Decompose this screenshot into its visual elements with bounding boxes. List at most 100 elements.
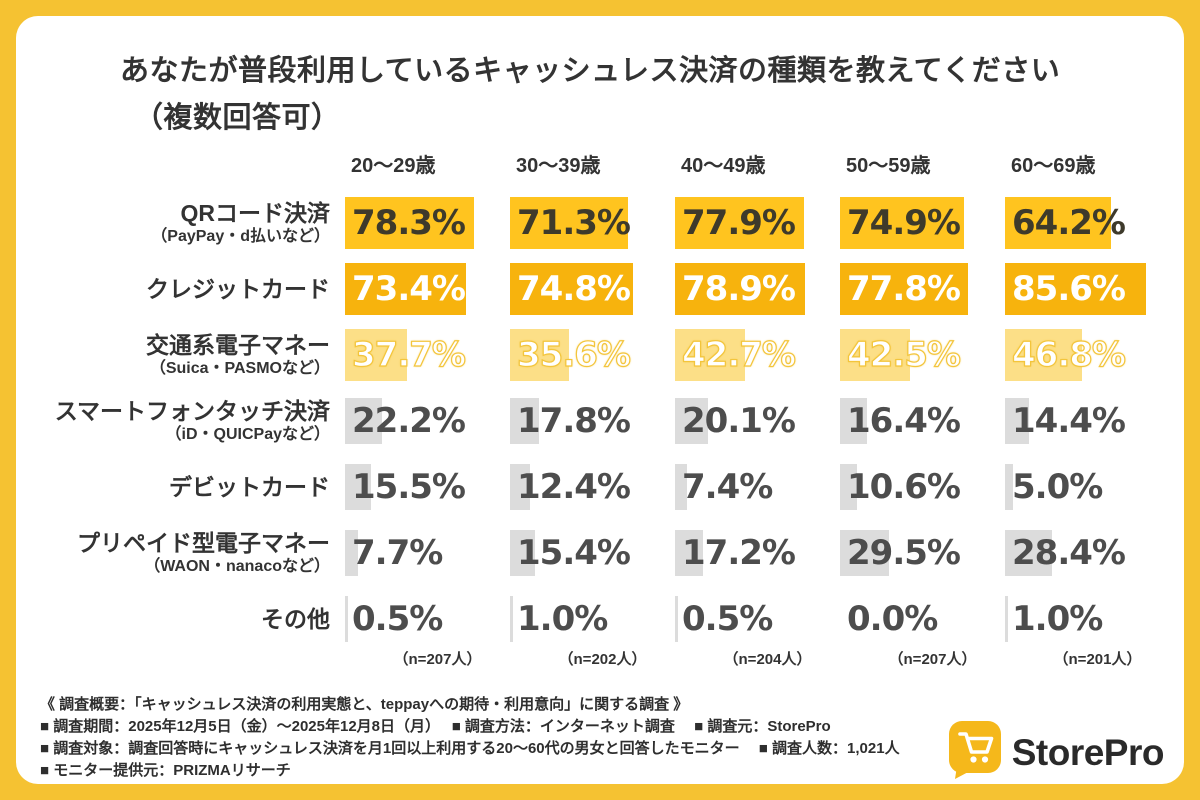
logo-text: StorePro [1011,731,1165,773]
bar-cell: 35.6% [510,329,675,381]
bar [675,197,804,249]
bar-cell: 28.4% [1005,527,1170,579]
bar-cell: 17.2% [675,527,840,579]
bar-value: 29.5% [847,533,961,573]
bar-value: 37.7% [351,334,466,375]
bar-value: 0.0% [847,599,938,639]
bar [1005,197,1111,249]
bar [675,263,806,315]
survey-notes: 《 調査概要：「キャッシュレス決済の利用実態と、teppayへの期待・利用意向」… [40,694,970,782]
bar-cell: 7.4% [675,461,840,513]
row-label-main: クレジットカード [146,275,330,302]
row-label-sub: （PayPay・d払いなど） [151,227,330,245]
bar-cell: 5.0% [1005,461,1170,513]
bar [840,464,858,510]
bar-cell: 74.8% [510,263,675,315]
row-label-main: QRコード決済 [180,199,331,226]
bar-value: 73.4% [352,269,466,309]
bar-cell: 0.5% [675,593,840,645]
bar-cell: 7.7% [345,527,510,579]
bar [345,329,408,381]
bar-cell: 16.4% [840,395,1005,447]
row-label-main: プリペイド型電子マネー [77,529,330,556]
bar [1005,398,1029,444]
bar-cell: 42.7% [675,329,840,381]
chart-grid: 20〜29歳 30〜39歳 40〜49歳 50〜59歳 60〜69歳 QRコード決済 （Pa… [16,16,1184,784]
bar [840,197,964,249]
bar-value: 17.2% [682,533,796,573]
bar [1005,530,1052,576]
bar-cell: 15.4% [510,527,675,579]
bar-value: 15.4% [517,533,631,573]
bar [345,464,371,510]
bar [840,329,911,381]
row-label-main: 交通系電子マネー [146,331,330,358]
bar-value: 42.5% [846,334,961,375]
bar [510,329,569,381]
chart-card: あなたが普段利用しているキャッシュレス決済の種類を教えてください （複数回答可）… [16,16,1184,784]
bar-cell: 29.5% [840,527,1005,579]
bar-value: 85.6% [1012,269,1126,309]
bar-value: 0.5% [682,599,773,639]
sample-size-label: （n=207人） [393,651,482,668]
bar-value: 16.4% [847,401,961,441]
bar [345,398,382,444]
age-group-header: 40〜49歳 [681,155,766,177]
bar-value: 15.5% [352,467,466,507]
bar-value: 17.8% [517,401,631,441]
note-overview: 《 調査概要：「キャッシュレス決済の利用実態と、teppayへの期待・利用意向」… [40,696,689,713]
bar-value: 28.4% [1012,533,1126,573]
row-label: プリペイド型電子マネー （WAON・nanacoなど） [16,527,330,579]
bar [675,329,746,381]
bar-value: 14.4% [1012,401,1126,441]
bar-value: 1.0% [517,599,608,639]
note-monitor-provider: ■ モニター提供元：PRIZMAリサーチ [40,762,291,779]
bar-cell: 1.0% [510,593,675,645]
bar-value: 74.9% [847,203,961,243]
storepro-logo: StorePro [948,720,1165,785]
row-label-sub: （WAON・nanacoなど） [144,557,330,575]
bar-cell: 22.2% [345,395,510,447]
bar-cell: 71.3% [510,197,675,249]
row-label-sub: （Suica・PASMOなど） [149,359,330,377]
bar-value: 5.0% [1012,467,1103,507]
bar-value: 7.7% [352,533,443,573]
bar [840,398,868,444]
bar [345,263,467,315]
bar-value: 7.4% [682,467,773,507]
title-line1: あなたが普段利用しているキャッシュレス決済の種類を教えてください [120,55,1061,87]
bar-value: 10.6% [847,467,961,507]
bar [840,263,969,315]
bar-value: 22.2% [352,401,466,441]
bar-value: 0.5% [352,599,443,639]
row-label: スマートフォンタッチ決済 （iD・QUICPayなど） [16,395,330,447]
bar-cell: 73.4% [345,263,510,315]
note-period-method-source: ■ 調査期間：2025年12月5日（金）〜2025年12月8日（月） ■ 調査方… [40,718,831,735]
bar-cell: 77.9% [675,197,840,249]
bar-value: 20.1% [682,401,796,441]
bar-cell: 78.3% [345,197,510,249]
bar-cell: 64.2% [1005,197,1170,249]
bar-cell: 46.8% [1005,329,1170,381]
bar-cell: 12.4% [510,461,675,513]
bar [1005,596,1008,642]
bar-cell: 14.4% [1005,395,1170,447]
bar-cell: 20.1% [675,395,840,447]
bar-cell: 42.5% [840,329,1005,381]
bar-cell: 15.5% [345,461,510,513]
sample-size-label: （n=202人） [558,651,647,668]
bar [675,464,688,510]
survey-title: あなたが普段利用しているキャッシュレス決済の種類を教えてください （複数回答可） [120,48,1060,142]
row-label-main: その他 [261,605,330,632]
bar-cell: 17.8% [510,395,675,447]
cart-icon [948,720,1002,785]
age-group-header: 20〜29歳 [351,155,436,177]
bar-cell: 77.8% [840,263,1005,315]
age-group-header: 30〜39歳 [516,155,601,177]
row-label-sub: （iD・QUICPayなど） [165,425,330,443]
bar-value: 35.6% [516,334,631,375]
row-label-main: デビットカード [169,473,330,500]
bar-value: 1.0% [1012,599,1103,639]
note-target-count: ■ 調査対象：調査回答時にキャッシュレス決済を月1回以上利用する20〜60代の男… [40,740,900,757]
bar-cell: 74.9% [840,197,1005,249]
